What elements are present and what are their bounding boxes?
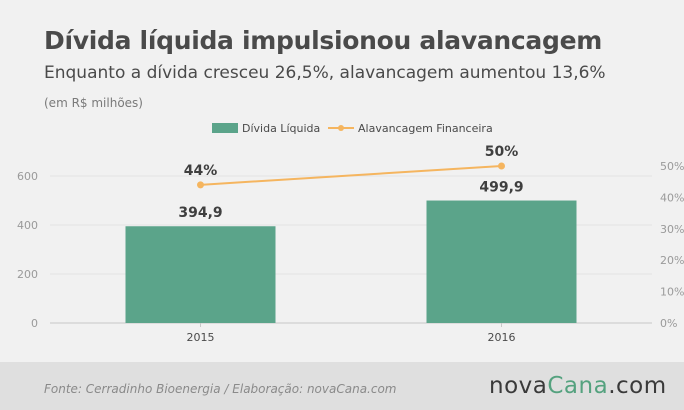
right-tick-label: 30%: [660, 223, 684, 236]
right-tick-label: 0%: [660, 317, 677, 330]
bar-2015: [125, 226, 276, 323]
line-value-label: 44%: [184, 163, 218, 179]
logo-suffix: .com: [608, 373, 667, 399]
line-alavancagem: [200, 165, 502, 186]
legend-line-marker: [338, 125, 344, 131]
chart-title: Dívida líquida impulsionou alavancagem: [44, 26, 602, 55]
right-tick-label: 40%: [660, 191, 684, 204]
line-value-label: 50%: [485, 144, 519, 160]
bar-value-label: 394,9: [178, 205, 222, 221]
logo-prefix: nova: [489, 373, 548, 399]
left-tick-label: 400: [17, 219, 38, 232]
logo-highlight: Cana: [547, 373, 609, 399]
legend-line-label: Alavancagem Financeira: [358, 122, 493, 135]
legend-bar-label: Dívida Líquida: [242, 122, 320, 135]
footer-bar: [0, 362, 684, 410]
legend-bar-swatch: [212, 123, 238, 133]
unit-note: (em R$ milhões): [44, 96, 143, 110]
left-tick-label: 200: [17, 268, 38, 281]
left-tick-label: 0: [31, 317, 38, 330]
right-tick-label: 10%: [660, 286, 684, 299]
source-note: Fonte: Cerradinho Bioenergia / Elaboraçã…: [44, 382, 397, 396]
right-tick-label: 20%: [660, 254, 684, 267]
bar-2016: [426, 200, 577, 323]
x-tick-label: 2016: [488, 331, 516, 344]
brand-logo: novaCana.com: [489, 373, 667, 399]
chart-subtitle: Enquanto a dívida cresceu 26,5%, alavanc…: [44, 63, 606, 83]
left-tick-label: 600: [17, 170, 38, 183]
bar-value-label: 499,9: [479, 180, 523, 196]
right-tick-label: 50%: [660, 160, 684, 173]
line-point-2015: [197, 181, 204, 189]
x-tick-label: 2015: [187, 331, 215, 344]
line-point-2016: [498, 162, 505, 170]
chart-area: 0 200 400 600 0% 10% 20% 30% 40% 50% 394,9 2015 499,…: [17, 122, 684, 344]
